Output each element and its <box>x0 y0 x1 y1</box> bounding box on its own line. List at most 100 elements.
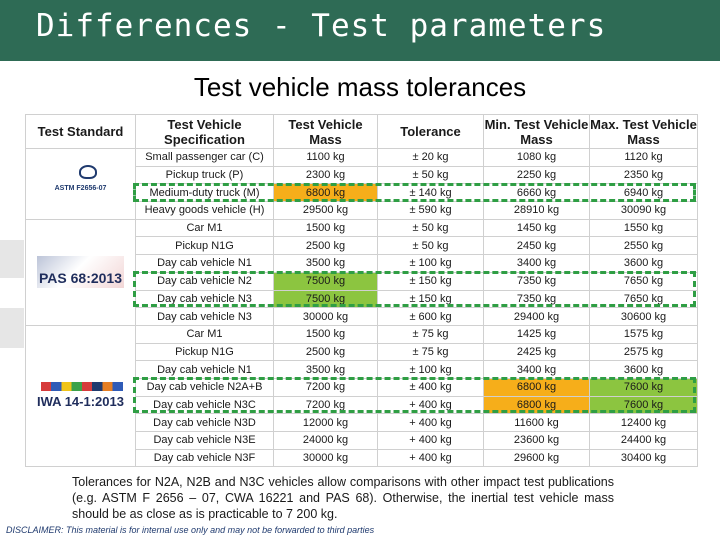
cell-spec: Pickup N1G <box>135 236 274 256</box>
cell-mass: 7200 kg <box>273 395 378 415</box>
cell-max: 30600 kg <box>589 307 698 326</box>
table-row: Day cab vehicle N3F 30000 kg + 400 kg 29… <box>26 448 698 468</box>
cell-mass-highlighted: 7500 kg <box>273 271 378 291</box>
cell-spec: Day cab vehicle N3 <box>135 289 274 309</box>
cell-tolerance: ± 75 kg <box>377 342 484 362</box>
table-row: Pickup truck (P) 2300 kg ± 50 kg 2250 kg… <box>26 165 698 185</box>
tolerance-note: Tolerances for N2A, N2B and N3C vehicles… <box>72 475 614 521</box>
cell-max: 1550 kg <box>589 218 698 238</box>
cell-tolerance: + 400 kg <box>377 395 484 415</box>
table-row: Day cab vehicle N3 7500 kg ± 150 kg 7350… <box>26 289 698 309</box>
iwa-label: IWA 14-1:2013 <box>37 393 124 409</box>
cell-max: 7650 kg <box>589 271 698 291</box>
header-vehicle-mass: Test Vehicle Mass <box>273 114 378 149</box>
cell-max: 24400 kg <box>589 431 698 450</box>
cell-spec: Day cab vehicle N1 <box>135 254 274 273</box>
cell-min: 1450 kg <box>483 218 590 238</box>
cell-min: 23600 kg <box>483 431 590 450</box>
decorative-block <box>0 308 24 348</box>
cell-tolerance: ± 50 kg <box>377 165 484 185</box>
cell-min: 2250 kg <box>483 165 590 185</box>
table-row: Day cab vehicle N1 3500 kg ± 100 kg 3400… <box>26 254 698 273</box>
cell-spec: Small passenger car (C) <box>135 148 274 167</box>
cell-max-highlighted: 7600 kg <box>589 377 698 397</box>
cell-tolerance: ± 150 kg <box>377 289 484 309</box>
pas-logo: PAS 68:2013 <box>36 256 124 289</box>
iwa-logo: IWA 14-1:2013 <box>37 381 124 410</box>
cell-max: 7650 kg <box>589 289 698 309</box>
header-max-mass: Max. Test Vehicle Mass <box>589 114 698 149</box>
cell-mass-highlighted: 6800 kg <box>273 183 378 203</box>
cell-mass: 7200 kg <box>273 377 378 397</box>
cell-min: 6660 kg <box>483 183 590 203</box>
astm-mark-icon <box>78 164 97 179</box>
standard-cell-iwa: IWA 14-1:2013 <box>25 324 136 468</box>
cell-tolerance: + 400 kg <box>377 431 484 450</box>
table-header-row: Test Standard Test Vehicle Specification… <box>25 114 698 149</box>
cell-min: 7350 kg <box>483 289 590 309</box>
cell-min: 7350 kg <box>483 271 590 291</box>
cell-tolerance: ± 75 kg <box>377 324 484 344</box>
table-row: Heavy goods vehicle (H) 29500 kg ± 590 k… <box>26 201 698 220</box>
cell-max: 30400 kg <box>589 448 698 468</box>
cell-mass: 24000 kg <box>273 431 378 450</box>
cell-spec: Heavy goods vehicle (H) <box>135 201 274 220</box>
cell-max: 1120 kg <box>589 148 698 167</box>
cell-tolerance: ± 600 kg <box>377 307 484 326</box>
cell-max-highlighted: 7600 kg <box>589 395 698 415</box>
disclaimer: DISCLAIMER: This material is for interna… <box>6 525 375 535</box>
cell-max: 30090 kg <box>589 201 698 220</box>
cell-min: 3400 kg <box>483 360 590 379</box>
cell-spec: Car M1 <box>135 218 274 238</box>
cell-min: 29600 kg <box>483 448 590 468</box>
cell-max: 2350 kg <box>589 165 698 185</box>
cell-tolerance: ± 150 kg <box>377 271 484 291</box>
cell-min: 2450 kg <box>483 236 590 256</box>
header-test-standard: Test Standard <box>25 114 136 149</box>
cell-mass: 2500 kg <box>273 236 378 256</box>
cell-max: 2575 kg <box>589 342 698 362</box>
header-tolerance: Tolerance <box>377 114 484 149</box>
cell-mass: 1500 kg <box>273 218 378 238</box>
cell-mass: 30000 kg <box>273 307 378 326</box>
cell-mass: 12000 kg <box>273 413 378 432</box>
cell-min: 3400 kg <box>483 254 590 273</box>
cell-max: 2550 kg <box>589 236 698 256</box>
table-row: Day cab vehicle N3D 12000 kg + 400 kg 11… <box>26 413 698 432</box>
cell-tolerance: ± 20 kg <box>377 148 484 167</box>
header-min-mass: Min. Test Vehicle Mass <box>483 114 590 149</box>
cell-spec: Medium-duty truck (M) <box>135 183 274 203</box>
table-row: PAS 68:2013 Car M1 1500 kg ± 50 kg 1450 … <box>25 218 698 326</box>
cell-min: 11600 kg <box>483 413 590 432</box>
cell-min: 29400 kg <box>483 307 590 326</box>
cell-tolerance: ± 140 kg <box>377 183 484 203</box>
cell-mass: 1500 kg <box>273 324 378 344</box>
cell-spec: Day cab vehicle N2 <box>135 271 274 291</box>
cell-tolerance: ± 50 kg <box>377 236 484 256</box>
cell-max: 6940 kg <box>589 183 698 203</box>
cell-spec: Pickup truck (P) <box>135 165 274 185</box>
cell-mass: 1100 kg <box>273 148 378 167</box>
cell-spec: Day cab vehicle N2A+B <box>135 377 274 397</box>
cell-min: 1425 kg <box>483 324 590 344</box>
cell-tolerance: + 400 kg <box>377 413 484 432</box>
astm-label: ASTM F2656-07 <box>54 184 107 192</box>
table-row: Pickup N1G 2500 kg ± 50 kg 2450 kg 2550 … <box>26 236 698 256</box>
cell-tolerance: ± 590 kg <box>377 201 484 220</box>
cell-max: 12400 kg <box>589 413 698 432</box>
table-row: Pickup N1G 2500 kg ± 75 kg 2425 kg 2575 … <box>26 342 698 362</box>
tolerance-table: Test Standard Test Vehicle Specification… <box>25 114 698 468</box>
cell-spec: Day cab vehicle N3E <box>135 431 274 450</box>
cell-mass-highlighted: 7500 kg <box>273 289 378 309</box>
cell-mass: 3500 kg <box>273 360 378 379</box>
cell-mass: 3500 kg <box>273 254 378 273</box>
cell-tolerance: + 400 kg <box>377 448 484 468</box>
cell-min: 28910 kg <box>483 201 590 220</box>
cell-spec: Day cab vehicle N3F <box>135 448 274 468</box>
cell-min-highlighted: 6800 kg <box>483 395 590 415</box>
cell-tolerance: ± 100 kg <box>377 254 484 273</box>
cell-mass: 29500 kg <box>273 201 378 220</box>
cell-max: 3600 kg <box>589 254 698 273</box>
cell-min-highlighted: 6800 kg <box>483 377 590 397</box>
cell-spec: Day cab vehicle N1 <box>135 360 274 379</box>
